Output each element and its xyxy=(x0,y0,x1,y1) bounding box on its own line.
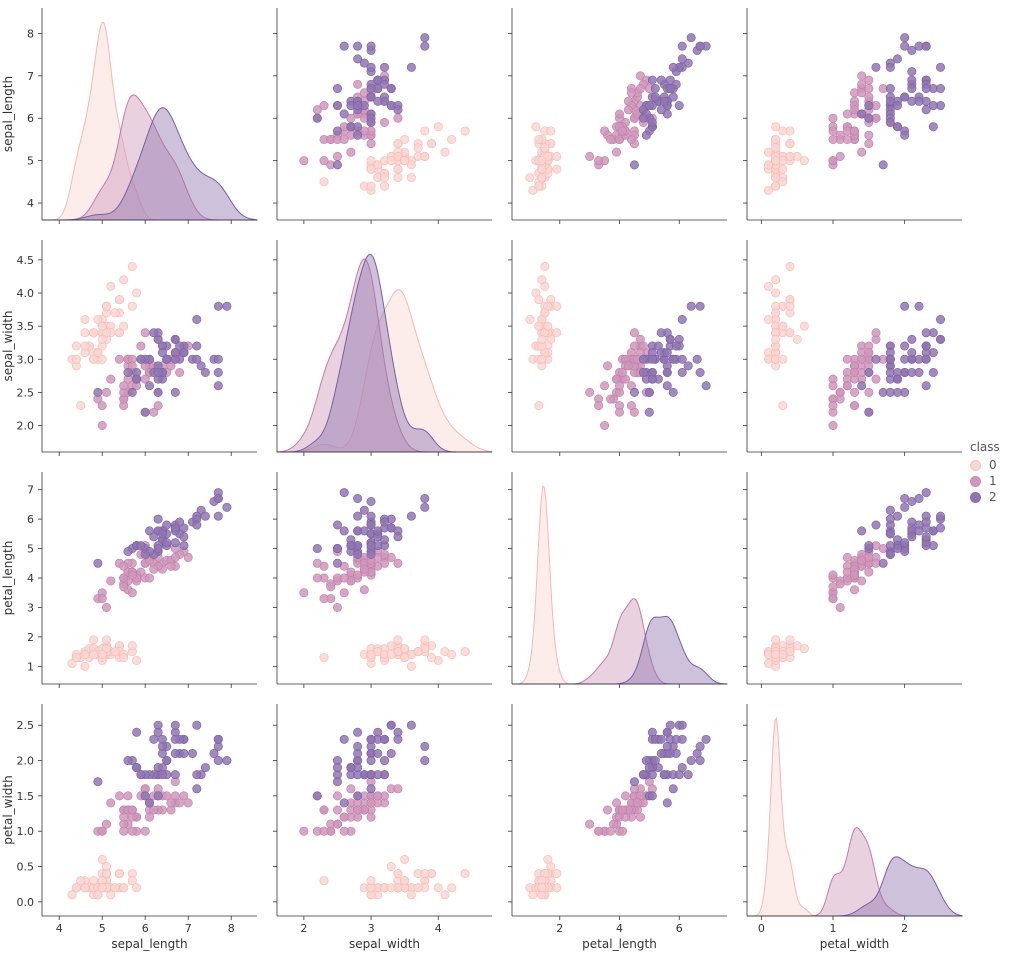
panel-sepal_width-vs-petal_width xyxy=(747,240,962,452)
legend-item-2: 2 xyxy=(970,490,1000,504)
xtick-sepal_width-3: 3 xyxy=(368,922,375,935)
xtick-petal_width-2: 2 xyxy=(901,922,908,935)
xtick-petal_length-6: 6 xyxy=(676,922,683,935)
xtick-sepal_width-2: 2 xyxy=(300,922,307,935)
panel-petal_length-vs-sepal_length: 1234567petal_length xyxy=(42,472,257,684)
xtick-sepal_length-5: 5 xyxy=(99,922,106,935)
ytick-sepal_width-4: 4.0 xyxy=(17,287,35,300)
scatter-sepal_width-vs-petal_width-class-1 xyxy=(829,329,895,430)
scatter-petal_length-vs-sepal_width-class-2 xyxy=(313,488,429,567)
scatter-sepal_length-vs-petal_length-class-2 xyxy=(630,33,710,169)
xtick-petal_length-2: 2 xyxy=(556,922,563,935)
xtick-petal_width-0: 0 xyxy=(758,922,765,935)
legend: class 0 1 2 xyxy=(970,440,1000,506)
ytick-sepal_width-3: 3.0 xyxy=(17,353,35,366)
ytick-petal_width-0: 0.0 xyxy=(17,896,35,909)
ytick-petal_length-7: 7 xyxy=(27,484,34,497)
panel-sepal_length-vs-petal_width xyxy=(747,8,962,220)
xtick-petal_width-1: 1 xyxy=(830,922,837,935)
ytick-petal_length-1: 1 xyxy=(27,660,34,673)
legend-swatch-0 xyxy=(970,460,981,471)
xlabel-sepal_length: sepal_length xyxy=(111,937,187,951)
legend-label: 0 xyxy=(989,458,997,472)
scatter-petal_length-vs-petal_width-class-1 xyxy=(829,541,895,611)
ytick-petal_length-5: 5 xyxy=(27,543,34,556)
ytick-petal_width-0.5: 0.5 xyxy=(17,861,35,874)
ylabel-petal_length: petal_length xyxy=(1,541,15,616)
panel-sepal_width-vs-sepal_width xyxy=(277,240,492,452)
legend-title: class xyxy=(970,440,1000,454)
panel-sepal_width-vs-petal_length xyxy=(512,240,727,452)
xlabel-petal_length: petal_length xyxy=(582,937,657,951)
scatter-sepal_width-vs-sepal_length-class-2 xyxy=(94,302,231,416)
ytick-sepal_length-7: 7 xyxy=(27,70,34,83)
panel-petal_width-vs-sepal_width: 234sepal_width xyxy=(277,704,492,916)
panel-sepal_length-vs-petal_length xyxy=(512,8,727,220)
ytick-sepal_width-4.5: 4.5 xyxy=(17,254,35,267)
ytick-petal_width-2.5: 2.5 xyxy=(17,719,35,732)
xlabel-petal_width: petal_width xyxy=(820,937,889,951)
ytick-petal_length-6: 6 xyxy=(27,513,34,526)
scatter-sepal_width-vs-petal_width-class-0 xyxy=(764,262,808,410)
xtick-sepal_length-8: 8 xyxy=(228,922,235,935)
scatter-sepal_length-vs-sepal_width-class-2 xyxy=(313,33,429,169)
legend-label: 2 xyxy=(989,490,997,504)
panel-sepal_width-vs-sepal_length: 2.02.53.03.54.04.5sepal_width xyxy=(42,240,257,452)
legend-swatch-2 xyxy=(970,492,981,503)
ytick-sepal_length-4: 4 xyxy=(27,197,34,210)
panel-petal_width-vs-petal_width: 012petal_width xyxy=(747,704,962,916)
ytick-petal_width-2: 2.0 xyxy=(17,755,35,768)
ytick-petal_width-1: 1.0 xyxy=(17,825,35,838)
ylabel-sepal_width: sepal_width xyxy=(1,310,15,381)
panel-petal_width-vs-petal_length: 246petal_length xyxy=(512,704,727,916)
scatter-petal_length-vs-sepal_width-class-0 xyxy=(320,636,470,671)
ytick-petal_width-1.5: 1.5 xyxy=(17,790,35,803)
ytick-sepal_length-8: 8 xyxy=(27,27,34,40)
scatter-sepal_width-vs-petal_length-class-2 xyxy=(630,302,710,416)
ytick-sepal_width-2: 2.0 xyxy=(17,420,35,433)
scatter-petal_length-vs-sepal_length-class-0 xyxy=(68,636,141,671)
legend-item-1: 1 xyxy=(970,474,1000,488)
panel-petal_length-vs-petal_length xyxy=(512,472,727,684)
xlabel-sepal_width: sepal_width xyxy=(349,937,420,951)
panel-petal_width-vs-sepal_length: 0.00.51.01.52.02.5petal_width45678sepal_… xyxy=(42,704,257,916)
legend-item-0: 0 xyxy=(970,458,1000,472)
ytick-petal_length-2: 2 xyxy=(27,631,34,644)
xtick-sepal_length-7: 7 xyxy=(185,922,192,935)
ylabel-sepal_length: sepal_length xyxy=(1,76,15,152)
panel-petal_length-vs-petal_width xyxy=(747,472,962,684)
scatter-petal_length-vs-sepal_length-class-2 xyxy=(94,488,231,567)
legend-label: 1 xyxy=(989,474,997,488)
xtick-sepal_length-4: 4 xyxy=(56,922,63,935)
ytick-sepal_length-6: 6 xyxy=(27,112,34,125)
scatter-sepal_length-vs-petal_width-class-0 xyxy=(764,123,808,195)
scatter-petal_width-vs-sepal_length-class-1 xyxy=(94,770,193,835)
panel-sepal_length-vs-sepal_length: 45678sepal_length xyxy=(42,8,257,220)
legend-swatch-1 xyxy=(970,476,981,487)
scatter-petal_width-vs-petal_length-class-0 xyxy=(526,855,561,899)
xtick-sepal_width-4: 4 xyxy=(435,922,442,935)
scatter-petal_width-vs-sepal_length-class-0 xyxy=(68,855,141,899)
ytick-petal_length-4: 4 xyxy=(27,572,34,585)
ytick-sepal_length-5: 5 xyxy=(27,155,34,168)
ylabel-petal_width: petal_width xyxy=(1,775,15,844)
scatter-petal_width-vs-sepal_width-class-1 xyxy=(300,770,402,835)
xtick-sepal_length-6: 6 xyxy=(142,922,149,935)
ytick-sepal_width-3.5: 3.5 xyxy=(17,320,35,333)
ytick-petal_length-3: 3 xyxy=(27,601,34,614)
panel-sepal_length-vs-sepal_width xyxy=(277,8,492,220)
pairplot-figure: 45678sepal_length2.02.53.03.54.04.5sepal… xyxy=(0,0,1024,958)
scatter-sepal_width-vs-petal_length-class-0 xyxy=(526,262,561,410)
scatter-petal_length-vs-petal_width-class-0 xyxy=(764,636,808,671)
scatter-sepal_length-vs-petal_width-class-1 xyxy=(829,72,895,169)
scatter-petal_width-vs-petal_length-class-1 xyxy=(585,770,656,835)
xtick-petal_length-4: 4 xyxy=(616,922,623,935)
scatter-petal_width-vs-sepal_width-class-0 xyxy=(320,855,470,899)
ytick-sepal_width-2.5: 2.5 xyxy=(17,386,35,399)
panel-petal_length-vs-sepal_width xyxy=(277,472,492,684)
scatter-sepal_length-vs-petal_length-class-0 xyxy=(526,123,561,195)
